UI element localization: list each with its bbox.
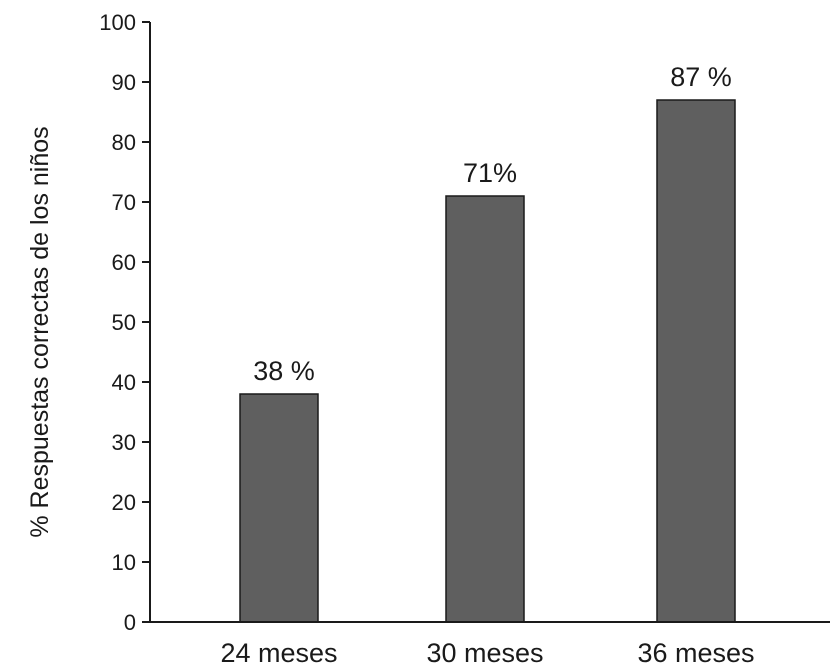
data-labels-group: 38 % 71% 87 % (253, 62, 732, 386)
y-tick-label: 80 (112, 130, 136, 155)
y-tick-label: 60 (112, 250, 136, 275)
bar-value-label: 71% (463, 158, 517, 188)
x-axis-labels: 24 meses 30 meses 36 meses (220, 638, 754, 668)
y-tick-label: 30 (112, 430, 136, 455)
x-category-label: 24 meses (220, 638, 337, 668)
y-tick-label: 90 (112, 70, 136, 95)
y-tick-label: 0 (124, 610, 136, 635)
bar-3 (656, 99, 736, 623)
bar-value-label: 38 % (253, 356, 315, 386)
y-axis-title: % Respuestas correctas de los niños (26, 126, 54, 537)
y-tick-label: 10 (112, 550, 136, 575)
bar-2 (445, 195, 525, 623)
y-tick-label: 50 (112, 310, 136, 335)
y-tick-label: 40 (112, 370, 136, 395)
x-category-label: 36 meses (637, 638, 754, 668)
bars-group (239, 99, 736, 623)
bar-1 (239, 393, 319, 623)
y-tick-label: 20 (112, 490, 136, 515)
y-tick-label: 70 (112, 190, 136, 215)
y-tick-label: 100 (99, 10, 136, 35)
x-category-label: 30 meses (426, 638, 543, 668)
y-axis-ticks: 0 10 20 30 40 50 60 70 80 90 100 (99, 10, 150, 635)
bar-value-label: 87 % (670, 62, 732, 92)
